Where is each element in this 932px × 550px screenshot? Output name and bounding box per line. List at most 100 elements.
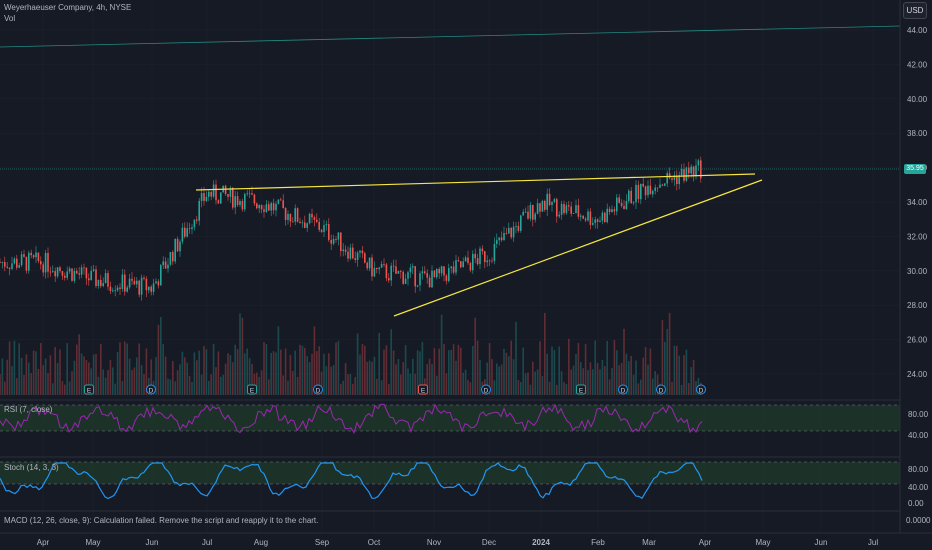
candle-body <box>64 275 66 278</box>
volume-bar <box>220 376 222 395</box>
volume-bar <box>107 370 109 395</box>
volume-bar <box>325 366 328 395</box>
candle-body <box>580 215 582 217</box>
volume-bar <box>176 370 179 395</box>
dividend-marker[interactable]: D <box>696 384 706 395</box>
candle-body <box>311 213 313 218</box>
earnings-marker[interactable]: E <box>576 384 586 395</box>
candle-body <box>625 201 628 209</box>
volume-bar <box>61 381 64 395</box>
candle-body <box>155 281 157 284</box>
volume-bar <box>632 374 635 395</box>
moving-average-line <box>0 25 901 48</box>
volume-bar <box>90 368 92 395</box>
candle-body <box>227 194 229 197</box>
dividend-marker[interactable]: D <box>146 384 156 395</box>
volume-bar <box>196 360 198 395</box>
candle-body <box>121 274 124 289</box>
candle-body <box>402 271 404 284</box>
candle-body <box>443 266 445 276</box>
stoch-label[interactable]: Stoch (14, 3, 3) <box>4 463 59 472</box>
volume-bar <box>553 349 556 395</box>
dividend-marker[interactable]: D <box>656 384 666 395</box>
volume-bar <box>414 373 416 395</box>
time-tick: Nov <box>427 538 441 547</box>
volume-bar <box>392 350 395 395</box>
rsi-label[interactable]: RSI (7, close) <box>4 405 53 414</box>
stoch-tick-0: 0.00 <box>908 499 924 508</box>
candle-body <box>61 271 64 276</box>
candle-body <box>685 167 688 181</box>
candle-body <box>332 238 335 244</box>
candle-body <box>484 251 486 263</box>
volume-bar <box>464 369 467 395</box>
candle-body <box>150 286 152 292</box>
dividend-marker[interactable]: D <box>618 384 628 395</box>
candle-body <box>248 193 251 195</box>
candle-body <box>145 278 148 291</box>
candle-body <box>462 261 464 268</box>
time-axis[interactable]: Apr May Jun Jul Aug Sep Oct Nov Dec 2024 Feb Mar Apr… <box>37 538 879 547</box>
volume-bar <box>380 380 383 395</box>
volume-bar <box>85 360 88 395</box>
support-trendline[interactable] <box>393 179 763 317</box>
candle-body <box>414 266 416 287</box>
volume-bar <box>133 367 136 395</box>
volume-bar <box>112 367 114 395</box>
volume-bar <box>11 366 13 395</box>
candle-body <box>349 247 352 259</box>
volume-bar <box>604 366 606 395</box>
earnings-marker[interactable]: E <box>84 384 94 395</box>
marker-letter: D <box>149 388 154 395</box>
volume-bar <box>155 357 157 395</box>
volume-bar <box>114 383 116 395</box>
marker-letter: E <box>87 388 92 395</box>
dividend-marker[interactable]: D <box>481 384 491 395</box>
macd-label[interactable]: MACD (12, 26, close, 9): Calculation fai… <box>4 516 319 525</box>
earnings-marker[interactable]: E <box>247 384 257 395</box>
candle-body <box>205 196 208 201</box>
volume-bar <box>493 380 496 395</box>
time-tick: May <box>755 538 770 547</box>
volume-bar <box>596 362 599 395</box>
candle-body <box>616 197 618 212</box>
volume-bar <box>191 381 193 395</box>
volume-bar <box>565 384 568 395</box>
candle-body <box>512 226 515 238</box>
volume-bar <box>35 351 37 395</box>
currency-button[interactable]: USD <box>903 2 927 19</box>
rsi-tick-40: 40.00 <box>908 431 929 440</box>
candle-body <box>304 222 306 228</box>
candle-body <box>152 283 155 292</box>
volume-bar <box>580 362 582 395</box>
volume-bar <box>419 351 421 395</box>
candle-body <box>215 184 217 201</box>
volume-bar <box>467 380 469 395</box>
dividend-marker[interactable]: D <box>313 384 323 395</box>
volume-bar <box>548 381 551 395</box>
candle-body <box>181 227 184 242</box>
volume-bar <box>404 345 407 395</box>
volume-bar <box>344 363 347 395</box>
candle-body <box>32 255 35 258</box>
volume-bar <box>311 353 313 395</box>
volume-bar <box>292 371 294 395</box>
candle-body <box>260 205 263 210</box>
candle-body <box>136 280 138 285</box>
volume-bar <box>59 349 61 395</box>
volume-bar <box>527 372 529 395</box>
volume-bar <box>6 359 8 395</box>
candle-body <box>678 175 680 185</box>
volume-bar <box>366 361 368 395</box>
price-axis[interactable]: 44.0042.0040.0038.0036.0034.0032.0030.00… <box>907 26 928 379</box>
candle-body <box>510 227 512 238</box>
candle-body <box>172 252 174 262</box>
earnings-marker[interactable]: E <box>418 384 428 395</box>
resistance-trendline[interactable] <box>195 173 756 191</box>
volume-bar <box>680 384 683 395</box>
volume-bar <box>241 317 244 395</box>
candle-body <box>68 268 71 272</box>
volume-bar <box>421 341 424 395</box>
